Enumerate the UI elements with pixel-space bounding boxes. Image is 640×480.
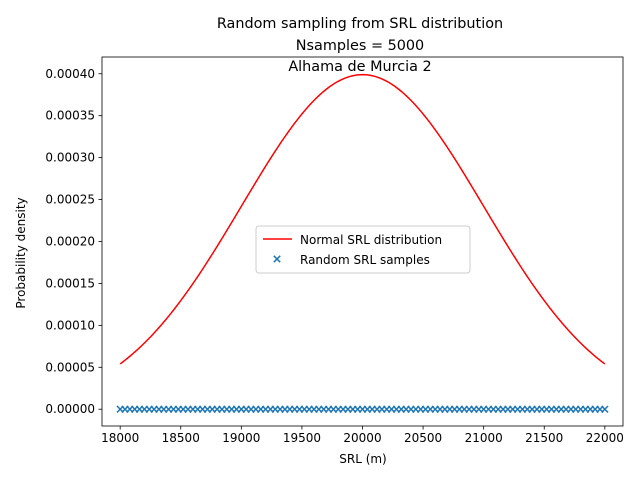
samples-series <box>116 405 609 413</box>
y-tick-label: 0.00030 <box>45 151 95 165</box>
plot-frame <box>101 56 624 427</box>
y-tick-label: 0.00010 <box>45 318 95 332</box>
chart-title: Random sampling from SRL distribution Ns… <box>217 16 503 75</box>
x-tick-label: 21000 <box>465 431 503 445</box>
chart-title-line-2: Nsamples = 5000 <box>296 38 424 54</box>
x-tick-label: 18500 <box>162 431 200 445</box>
y-tick-label: 0.00035 <box>45 109 95 123</box>
y-tick-label: 0.00040 <box>45 67 95 81</box>
chart-title-line-1: Random sampling from SRL distribution <box>217 16 503 32</box>
y-tick-label: 0.00005 <box>45 360 95 374</box>
x-axis-ticks: 18000 18500 19000 19500 20000 20500 21000 21500… <box>101 426 624 445</box>
x-tick-label: 18000 <box>101 431 139 445</box>
plot-area <box>116 73 609 413</box>
y-tick-label: 0.00020 <box>45 235 95 249</box>
x-axis-label: SRL (m) <box>339 452 387 466</box>
x-tick-label: 19000 <box>222 431 260 445</box>
x-tick-label: 22000 <box>586 431 624 445</box>
sample-point <box>601 405 609 413</box>
legend-swatch-marker <box>273 255 281 263</box>
y-tick-label: 0.00015 <box>45 276 95 290</box>
legend-label-samples: Random SRL samples <box>300 253 430 267</box>
y-axis-ticks: 0.00000 0.00005 0.00010 0.00015 0.00020 0.000… <box>45 67 102 416</box>
legend-label-normal: Normal SRL distribution <box>300 233 442 247</box>
legend: Normal SRL distribution Random SRL sampl… <box>255 225 471 274</box>
legend-box <box>255 225 471 274</box>
x-tick-label: 20500 <box>404 431 442 445</box>
x-tick-label: 20000 <box>343 431 381 445</box>
y-tick-label: 0.00025 <box>45 193 95 207</box>
y-tick-label: 0.00000 <box>45 402 95 416</box>
y-axis-label: Probability density <box>14 197 28 308</box>
x-tick-label: 21500 <box>525 431 563 445</box>
x-tick-label: 19500 <box>283 431 321 445</box>
normal-distribution-line <box>119 73 606 365</box>
chart-title-line-3: Alhama de Murcia 2 <box>288 59 431 75</box>
